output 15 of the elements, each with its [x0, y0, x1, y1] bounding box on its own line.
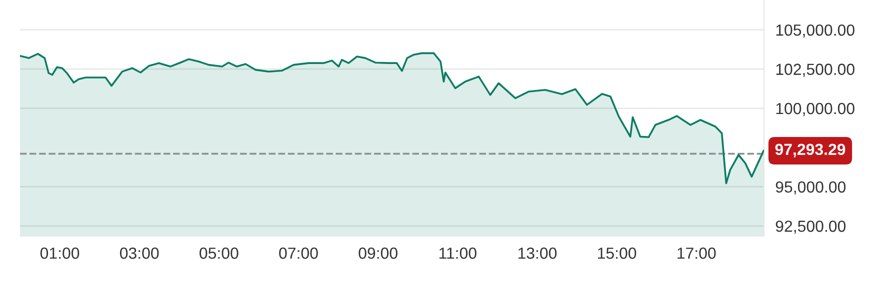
x-tick-label: 09:00: [358, 248, 398, 259]
x-tick-label: 13:00: [518, 248, 557, 259]
x-tick-label: 15:00: [598, 248, 636, 259]
y-tick-label: 105,000.00: [776, 24, 854, 38]
x-tick-label: 01:00: [40, 248, 80, 259]
y-tick-label: 102,500.00: [776, 64, 854, 77]
y-tick-label: 92,500.00: [776, 220, 846, 234]
x-tick-label: 17:00: [678, 248, 716, 259]
x-tick-label: 11:00: [439, 248, 476, 259]
y-tick-label: 100,000.00: [776, 102, 854, 116]
y-tick-label: 95,000.00: [776, 181, 846, 195]
x-tick-label: 03:00: [120, 248, 159, 259]
annotation: 97,293.29: [775, 144, 846, 158]
x-tick-label: 05:00: [200, 248, 238, 259]
x-tick-label: 07:00: [279, 248, 318, 259]
